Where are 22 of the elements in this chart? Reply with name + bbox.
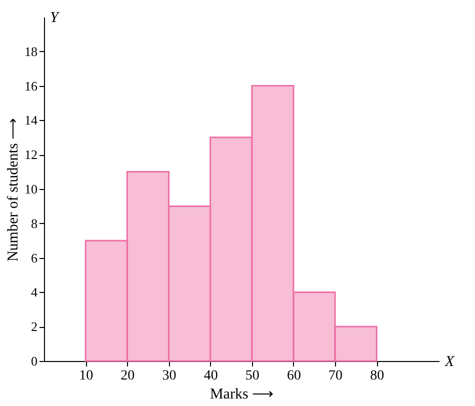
x-tick-label: 80 — [370, 368, 384, 384]
x-tick-label: 40 — [204, 368, 218, 384]
y-tick-label: 12 — [24, 147, 38, 162]
y-tick-label: 16 — [24, 78, 38, 94]
y-tick-label: 6 — [31, 250, 38, 266]
y-tick-label: 18 — [24, 44, 38, 59]
x-tick-label: 50 — [245, 368, 260, 384]
x-tick-label: 30 — [162, 368, 176, 384]
x-axis-title: Marks ⟶ — [210, 386, 274, 402]
y-tick-label: 14 — [24, 112, 38, 128]
y-tick-label: 0 — [31, 354, 38, 368]
y-tick-label: 2 — [31, 319, 38, 334]
x-tick-label: 60 — [286, 368, 301, 384]
y-tick-label: 4 — [31, 284, 38, 300]
x-tick-label: 20 — [120, 368, 135, 384]
x-tick-label: 10 — [79, 368, 94, 384]
y-axis-title: Number of students ⟶ — [6, 117, 22, 262]
annotation: Y — [50, 10, 60, 26]
text: X — [444, 354, 455, 370]
y-tick-label: 8 — [31, 216, 38, 231]
y-tick-label: 10 — [24, 182, 38, 196]
x-tick-label: 70 — [328, 368, 343, 384]
